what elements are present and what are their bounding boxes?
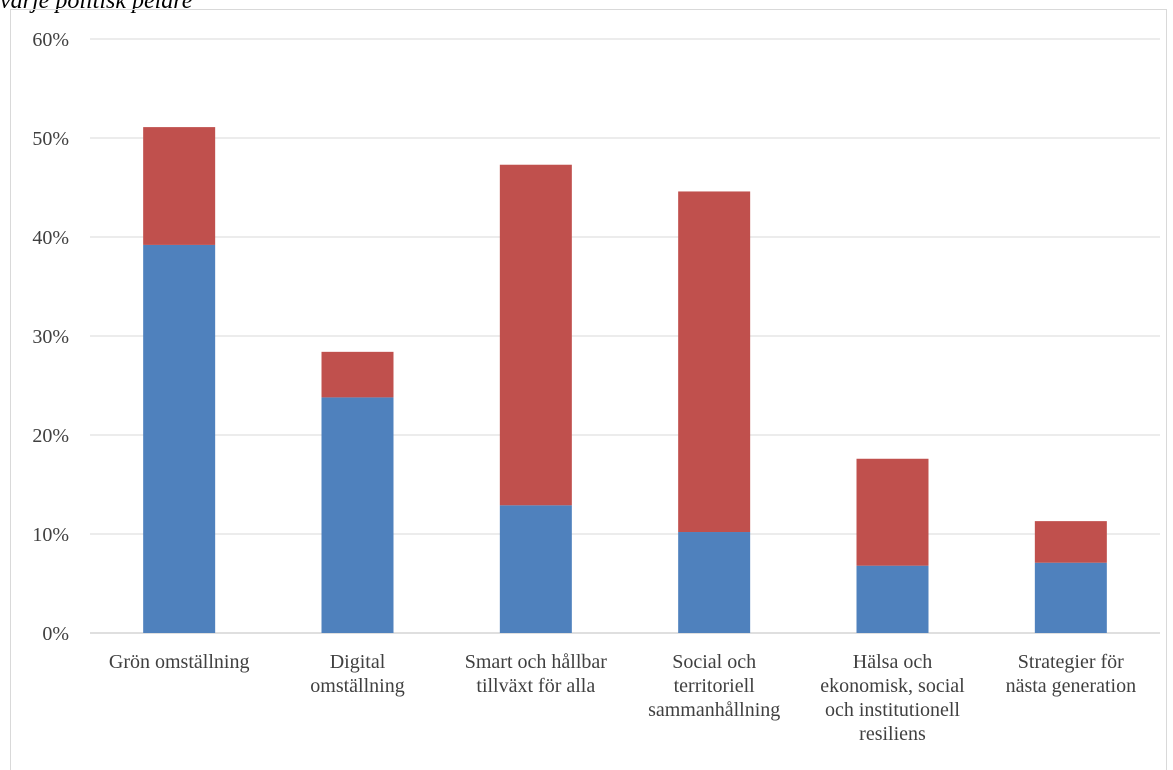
bar-segment	[143, 127, 216, 245]
x-category-label: territoriell	[674, 675, 756, 697]
x-category-label: ekonomisk, social	[820, 675, 965, 697]
x-category-label: Smart och hållbar	[465, 651, 608, 673]
bars	[143, 127, 1107, 634]
bar-segment	[856, 565, 929, 633]
bar-segment	[1034, 521, 1107, 563]
y-tick-label: 20%	[32, 425, 69, 447]
bar-segment	[856, 458, 929, 566]
x-category-label: Digital	[330, 651, 386, 673]
x-category-label: Strategier för	[1018, 651, 1124, 673]
bar-segment	[678, 191, 751, 533]
y-tick-label: 10%	[32, 524, 69, 546]
y-axis: 0% 10% 20% 30% 40% 50% 60%	[32, 29, 69, 645]
bar-segment	[143, 244, 216, 634]
bar-segment	[499, 164, 572, 506]
y-tick-label: 0%	[42, 623, 69, 645]
y-tick-label: 50%	[32, 128, 69, 150]
x-category-label: Hälsa och	[853, 651, 932, 673]
gridlines	[90, 38, 1160, 634]
y-tick-label: 30%	[32, 326, 69, 348]
x-category-label: sammanhållning	[648, 699, 780, 721]
bar-segment	[1034, 562, 1107, 633]
y-tick-label: 60%	[32, 29, 69, 51]
x-category-label: nästa generation	[1006, 675, 1137, 697]
bar-segment	[321, 351, 394, 398]
x-category-label: Grön omställning	[109, 651, 250, 673]
y-tick-label: 40%	[32, 227, 69, 249]
x-category-label: tillväxt för alla	[476, 675, 595, 697]
x-category-label: och institutionell	[825, 699, 960, 721]
x-category-label: omställning	[310, 675, 404, 697]
chart-frame	[10, 9, 1167, 770]
bar-segment	[678, 532, 751, 633]
bar-segment	[499, 505, 572, 633]
x-category-label: Social och	[672, 651, 756, 673]
bar-segment	[321, 397, 394, 633]
x-category-label: resiliens	[859, 723, 926, 745]
chart-caption: varje politisk pelare	[0, 0, 193, 14]
